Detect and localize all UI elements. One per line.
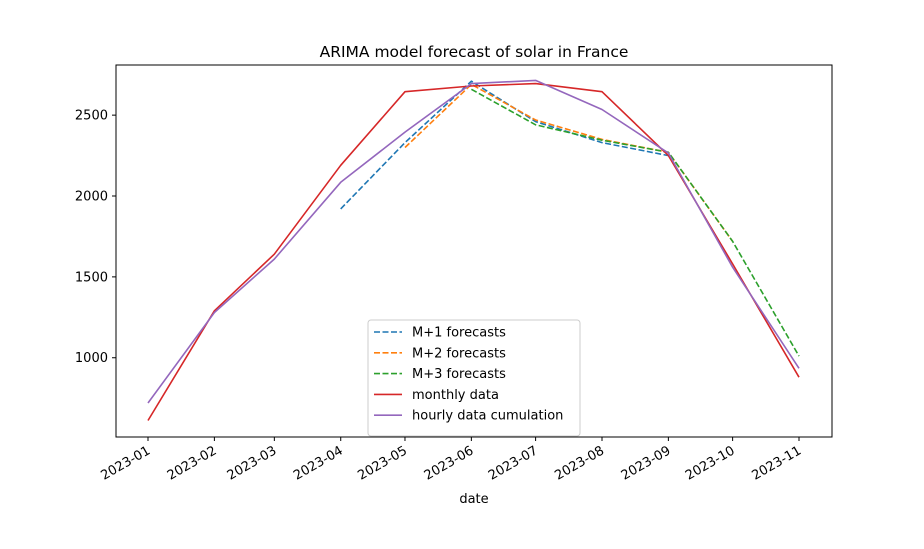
series-line-5 [147,79,800,404]
chart-title: ARIMA model forecast of solar in France [320,43,629,61]
series-line-1 [340,80,669,210]
plot-frame [115,64,833,438]
legend-label: M+2 forecasts [412,346,506,361]
legend-label: monthly data [412,388,499,403]
y-tick-label: 1500 [75,270,108,285]
y-tick-label: 2500 [75,109,108,124]
legend-label: M+3 forecasts [412,367,506,382]
y-tick-label: 2000 [75,190,108,205]
legend-box [367,319,581,437]
legend-label: hourly data cumulation [412,409,563,424]
series-line-3 [471,88,800,357]
legend-label: M+1 forecasts [412,326,506,341]
y-tick-label: 1000 [75,351,108,366]
x-axis-label: date [459,492,488,507]
series-line-2 [404,83,734,242]
